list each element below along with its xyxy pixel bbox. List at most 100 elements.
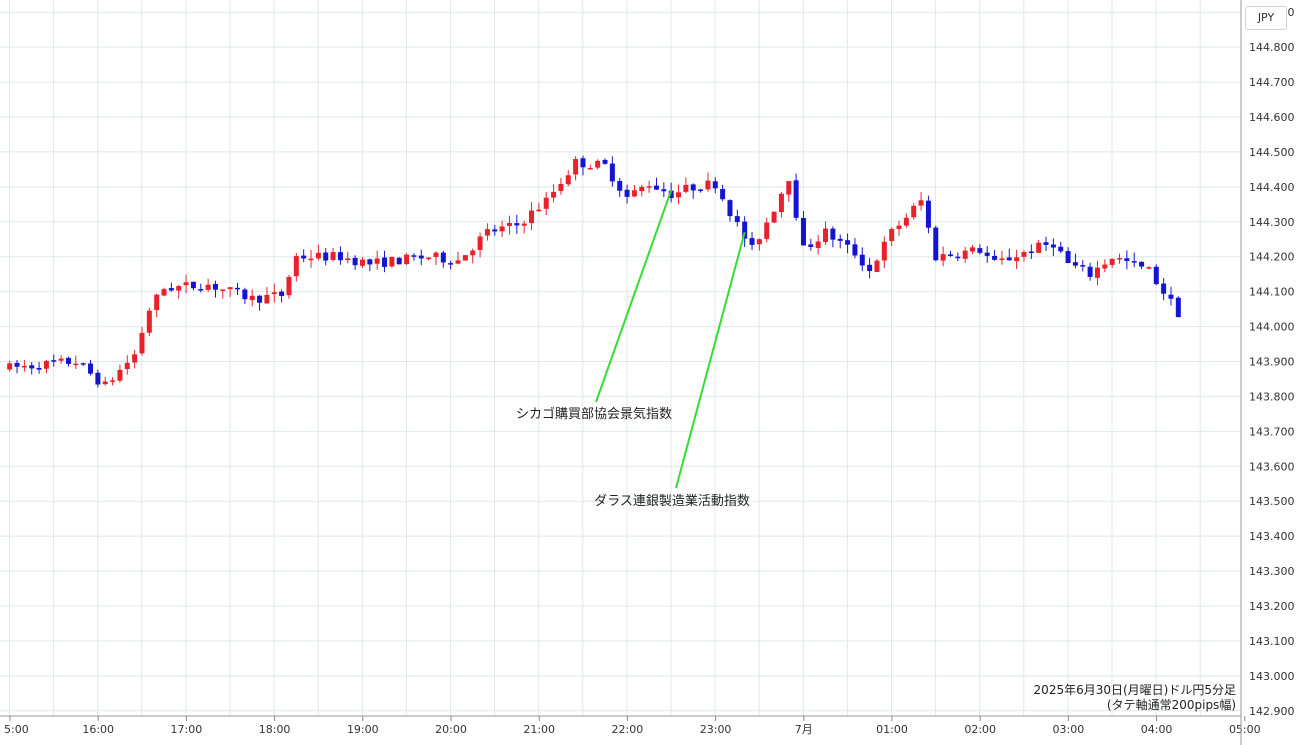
candle-body: [668, 190, 674, 198]
chart-grid: [0, 0, 1241, 716]
candle-body: [815, 241, 821, 248]
y-tick-label: 143.700: [1249, 425, 1295, 438]
candle-body: [845, 240, 851, 245]
candle-body: [911, 205, 917, 218]
candle-body: [1153, 266, 1159, 285]
y-tick-label: 144.800: [1249, 41, 1295, 54]
x-tick-label: 7月: [795, 723, 813, 736]
y-tick-label: 144.500: [1249, 146, 1295, 159]
candle-body: [793, 180, 799, 218]
candle-body: [426, 257, 432, 260]
candle-body: [330, 252, 336, 260]
candle-body: [756, 239, 762, 245]
candle-body: [624, 189, 630, 197]
annotation-line: [675, 232, 746, 489]
candle-body: [521, 223, 527, 226]
candlestick-series: [7, 155, 1181, 388]
x-tick-label: 20:00: [435, 723, 467, 736]
candle-body: [249, 295, 255, 301]
candle-body: [631, 190, 637, 197]
annotation-line: [595, 190, 673, 403]
candle-body: [433, 252, 439, 257]
x-tick-label: 5:00: [4, 723, 29, 736]
candle-body: [411, 255, 417, 257]
candle-body: [352, 257, 358, 266]
candle-body: [617, 180, 623, 191]
candle-body: [1117, 258, 1123, 260]
candle-body: [198, 289, 204, 291]
candle-body: [21, 365, 27, 368]
candle-body: [874, 260, 880, 272]
y-tick-label: 143.900: [1249, 355, 1295, 368]
candle-body: [36, 367, 42, 370]
candle-body: [29, 365, 35, 369]
candle-body: [742, 221, 748, 239]
candle-body: [455, 260, 461, 264]
y-tick-label: 144.700: [1249, 76, 1295, 89]
candle-body: [933, 227, 939, 261]
candle-body: [639, 186, 645, 192]
candle-body: [536, 209, 542, 212]
candle-body: [1168, 294, 1174, 299]
candle-body: [470, 250, 476, 256]
y-tick-label: 143.000: [1249, 670, 1295, 683]
candle-body: [389, 256, 395, 267]
candle-body: [43, 361, 49, 369]
candle-body: [242, 289, 248, 300]
candle-body: [1131, 261, 1137, 263]
candle-body: [7, 363, 13, 370]
y-tick-label: 144.200: [1249, 251, 1295, 264]
candle-body: [65, 357, 71, 364]
currency-selector[interactable]: JPY: [1245, 6, 1287, 30]
y-tick-label: 143.200: [1249, 600, 1295, 613]
y-tick-label: 144.100: [1249, 286, 1295, 299]
candle-body: [984, 252, 990, 256]
candle-body: [102, 381, 108, 385]
candle-body: [286, 276, 292, 296]
candle-body: [1080, 265, 1086, 267]
candle-body: [962, 250, 968, 259]
candle-body: [595, 160, 601, 168]
candle-body: [1124, 258, 1130, 262]
candle-body: [183, 282, 189, 286]
candle-body: [800, 218, 806, 246]
candle-body: [440, 252, 446, 263]
candle-body: [940, 254, 946, 261]
candle-body: [1087, 266, 1093, 277]
candle-body: [903, 217, 909, 226]
candle-body: [1109, 258, 1115, 265]
candle-body: [1050, 244, 1056, 248]
candle-body: [14, 362, 20, 367]
candle-body: [823, 228, 829, 243]
candle-body: [205, 284, 211, 290]
candle-body: [867, 264, 873, 272]
candle-body: [132, 354, 138, 363]
candle-body: [176, 286, 182, 291]
candle-body: [264, 294, 270, 304]
candle-body: [95, 372, 101, 385]
annotation-label: シカゴ購買部協会景気指数: [516, 406, 672, 422]
y-tick-label: 144.600: [1249, 111, 1295, 124]
chart-caption-line1: 2025年6月30日(月曜日)ドル円5分足: [1034, 683, 1236, 697]
candle-body: [859, 254, 865, 266]
candle-body: [51, 360, 57, 362]
x-tick-label: 03:00: [1053, 723, 1085, 736]
candle-body: [80, 363, 86, 365]
x-tick-label: 02:00: [964, 723, 996, 736]
candle-body: [227, 287, 233, 290]
candle-body: [771, 211, 777, 223]
y-tick-label: 143.600: [1249, 460, 1295, 473]
y-tick-label: 142.900: [1249, 705, 1295, 718]
y-tick-label: 144.400: [1249, 181, 1295, 194]
candle-body: [367, 259, 373, 265]
candle-body: [323, 252, 329, 261]
candle-body: [727, 200, 733, 217]
x-tick-label: 01:00: [876, 723, 908, 736]
candle-body: [337, 252, 343, 261]
candle-body: [764, 222, 770, 239]
candle-body: [646, 186, 652, 188]
candle-body: [896, 225, 902, 230]
candle-body: [448, 263, 454, 265]
candle-body: [139, 332, 145, 354]
